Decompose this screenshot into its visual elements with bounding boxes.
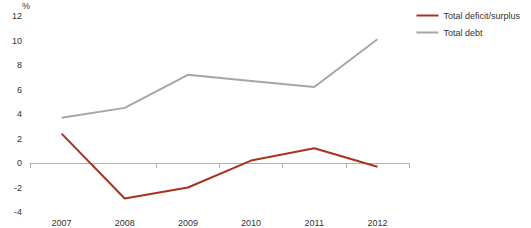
svg-text:2010: 2010: [241, 218, 261, 228]
svg-text:2012: 2012: [367, 218, 387, 228]
svg-text:4: 4: [17, 109, 22, 119]
svg-text:12: 12: [12, 11, 22, 21]
svg-text:2009: 2009: [178, 218, 198, 228]
svg-text:2007: 2007: [52, 218, 72, 228]
svg-text:Total deficit/surplus: Total deficit/surplus: [443, 11, 520, 21]
svg-text:0: 0: [17, 158, 22, 168]
svg-text:8: 8: [17, 60, 22, 70]
svg-text:%: %: [22, 1, 30, 11]
svg-text:-4: -4: [14, 207, 22, 217]
svg-text:-2: -2: [14, 183, 22, 193]
svg-text:2011: 2011: [305, 218, 324, 228]
svg-text:10: 10: [12, 36, 22, 46]
svg-text:Total debt: Total debt: [443, 28, 483, 38]
svg-text:6: 6: [17, 85, 22, 95]
svg-text:2008: 2008: [115, 218, 135, 228]
svg-text:2: 2: [17, 134, 22, 144]
